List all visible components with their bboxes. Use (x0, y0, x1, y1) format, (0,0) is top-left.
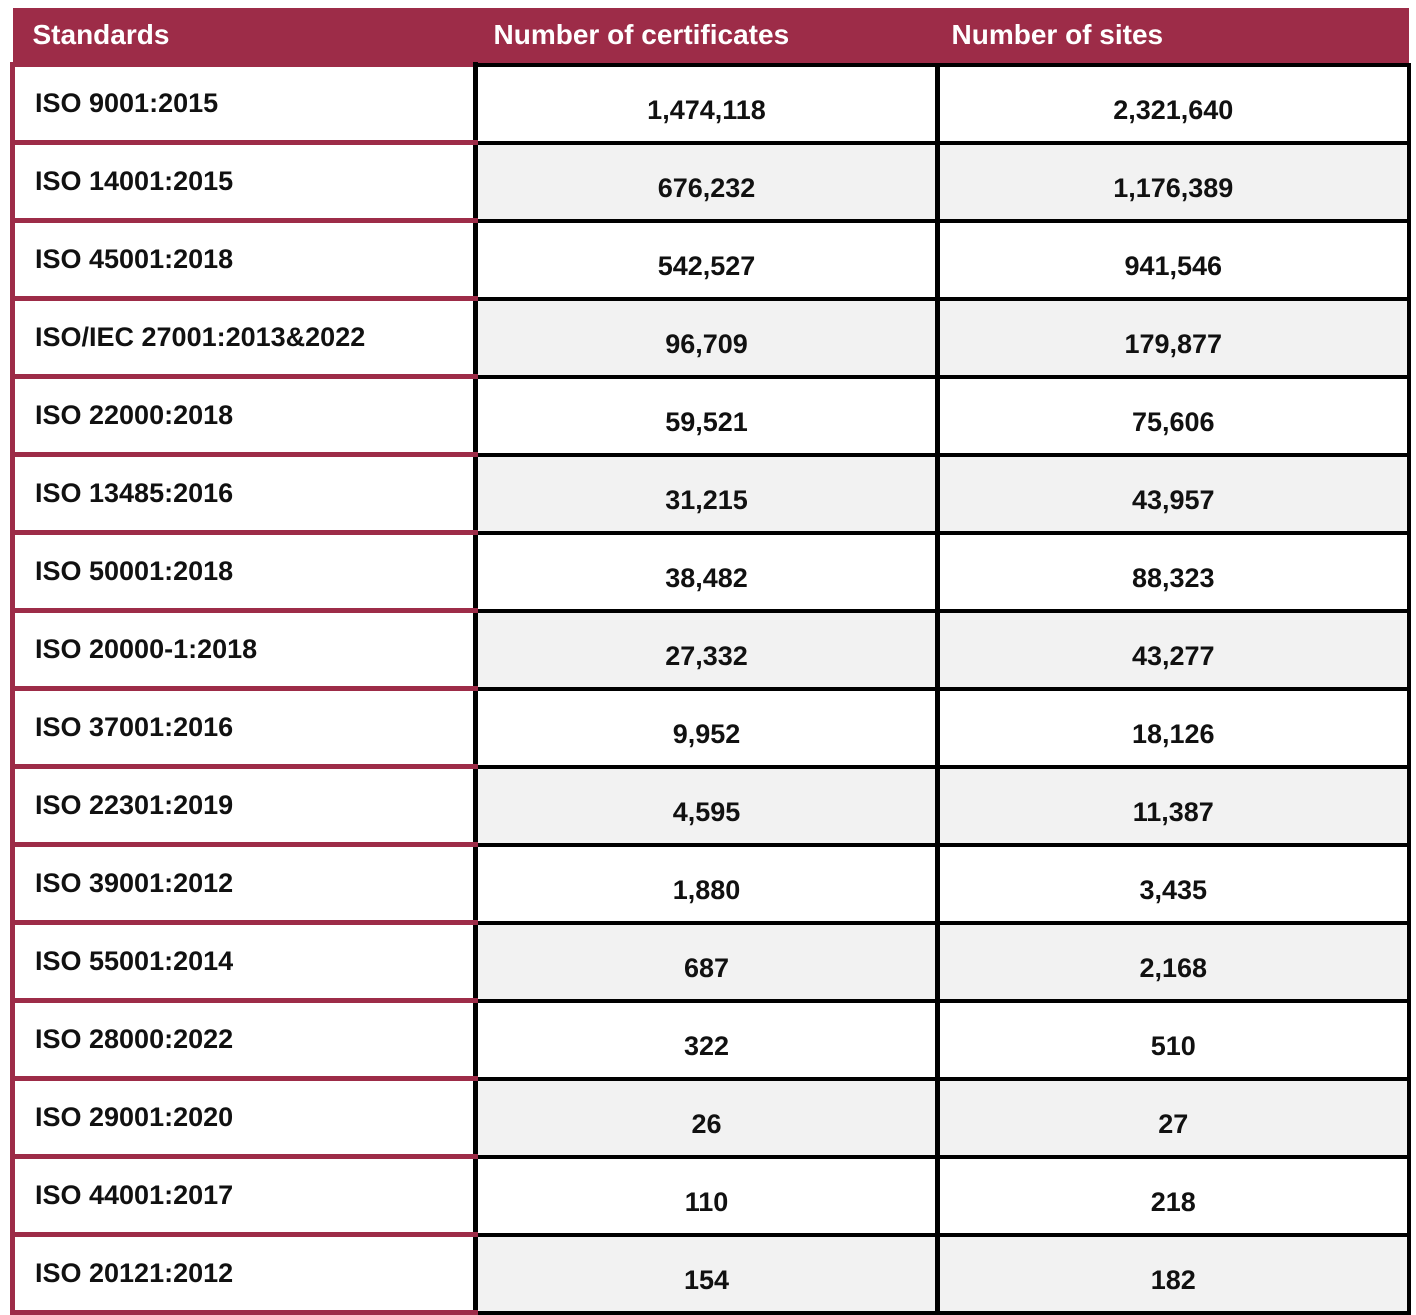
standard-cell: ISO 55001:2014 (10, 920, 478, 1003)
certificates-cell: 38,482 (473, 530, 940, 613)
standard-cell: ISO 44001:2017 (10, 1154, 478, 1237)
table-row: ISO 39001:2012 1,880 3,435 (10, 842, 1411, 925)
sites-cell: 75,606 (935, 374, 1411, 457)
sites-cell: 18,126 (935, 686, 1411, 769)
header-cell-standards: Standards (12, 8, 476, 65)
sites-cell: 43,957 (935, 452, 1411, 535)
sites-cell: 27 (935, 1076, 1411, 1159)
table-row: ISO 55001:2014 687 2,168 (10, 920, 1411, 1003)
standard-cell: ISO 39001:2012 (10, 842, 478, 925)
standard-cell: ISO 37001:2016 (10, 686, 478, 769)
certificates-cell: 96,709 (473, 296, 940, 379)
standard-cell: ISO 20000-1:2018 (10, 608, 478, 691)
table-row: ISO 28000:2022 322 510 (10, 998, 1411, 1081)
certificates-cell: 26 (473, 1076, 940, 1159)
certificates-cell: 542,527 (473, 218, 940, 301)
sites-cell: 2,321,640 (935, 62, 1411, 145)
table-row: ISO 14001:2015 676,232 1,176,389 (10, 140, 1411, 223)
header-cell-certificates: Number of certificates (475, 8, 938, 65)
standard-cell: ISO 50001:2018 (10, 530, 478, 613)
certificates-cell: 676,232 (473, 140, 940, 223)
table-row: ISO/IEC 27001:2013&2022 96,709 179,877 (10, 296, 1411, 379)
sites-cell: 510 (935, 998, 1411, 1081)
standard-cell: ISO 28000:2022 (10, 998, 478, 1081)
sites-cell: 179,877 (935, 296, 1411, 379)
header-cell-sites: Number of sites (937, 8, 1409, 65)
certificates-cell: 27,332 (473, 608, 940, 691)
standard-cell: ISO 13485:2016 (10, 452, 478, 535)
standard-cell: ISO 9001:2015 (10, 62, 478, 145)
sites-cell: 88,323 (935, 530, 1411, 613)
standards-table: Standards Number of certificates Number … (10, 8, 1411, 1315)
sites-cell: 2,168 (935, 920, 1411, 1003)
certificates-cell: 59,521 (473, 374, 940, 457)
sites-cell: 182 (935, 1232, 1411, 1315)
certificates-cell: 31,215 (473, 452, 940, 535)
standard-cell: ISO 20121:2012 (10, 1232, 478, 1315)
table-row: ISO 20121:2012 154 182 (10, 1232, 1411, 1315)
certificates-cell: 9,952 (473, 686, 940, 769)
certificates-cell: 687 (473, 920, 940, 1003)
table-row: ISO 50001:2018 38,482 88,323 (10, 530, 1411, 613)
certificates-cell: 110 (473, 1154, 940, 1237)
certificates-cell: 4,595 (473, 764, 940, 847)
certificates-cell: 1,474,118 (473, 62, 940, 145)
standard-cell: ISO 22000:2018 (10, 374, 478, 457)
table-row: ISO 44001:2017 110 218 (10, 1154, 1411, 1237)
sites-cell: 3,435 (935, 842, 1411, 925)
table-row: ISO 22000:2018 59,521 75,606 (10, 374, 1411, 457)
table-row: ISO 29001:2020 26 27 (10, 1076, 1411, 1159)
sites-cell: 1,176,389 (935, 140, 1411, 223)
certificates-cell: 322 (473, 998, 940, 1081)
certificates-cell: 1,880 (473, 842, 940, 925)
sites-cell: 218 (935, 1154, 1411, 1237)
sites-cell: 43,277 (935, 608, 1411, 691)
table-row: ISO 22301:2019 4,595 11,387 (10, 764, 1411, 847)
standard-cell: ISO 14001:2015 (10, 140, 478, 223)
standard-cell: ISO/IEC 27001:2013&2022 (10, 296, 478, 379)
table-row: ISO 20000-1:2018 27,332 43,277 (10, 608, 1411, 691)
certificates-cell: 154 (473, 1232, 940, 1315)
standard-cell: ISO 45001:2018 (10, 218, 478, 301)
standard-cell: ISO 22301:2019 (10, 764, 478, 847)
table-row: ISO 37001:2016 9,952 18,126 (10, 686, 1411, 769)
table-row: ISO 13485:2016 31,215 43,957 (10, 452, 1411, 535)
table-row: ISO 45001:2018 542,527 941,546 (10, 218, 1411, 301)
table-row: ISO 9001:2015 1,474,118 2,321,640 (10, 62, 1411, 145)
header-row: Standards Number of certificates Number … (12, 8, 1409, 65)
sites-cell: 11,387 (935, 764, 1411, 847)
sites-cell: 941,546 (935, 218, 1411, 301)
standard-cell: ISO 29001:2020 (10, 1076, 478, 1159)
